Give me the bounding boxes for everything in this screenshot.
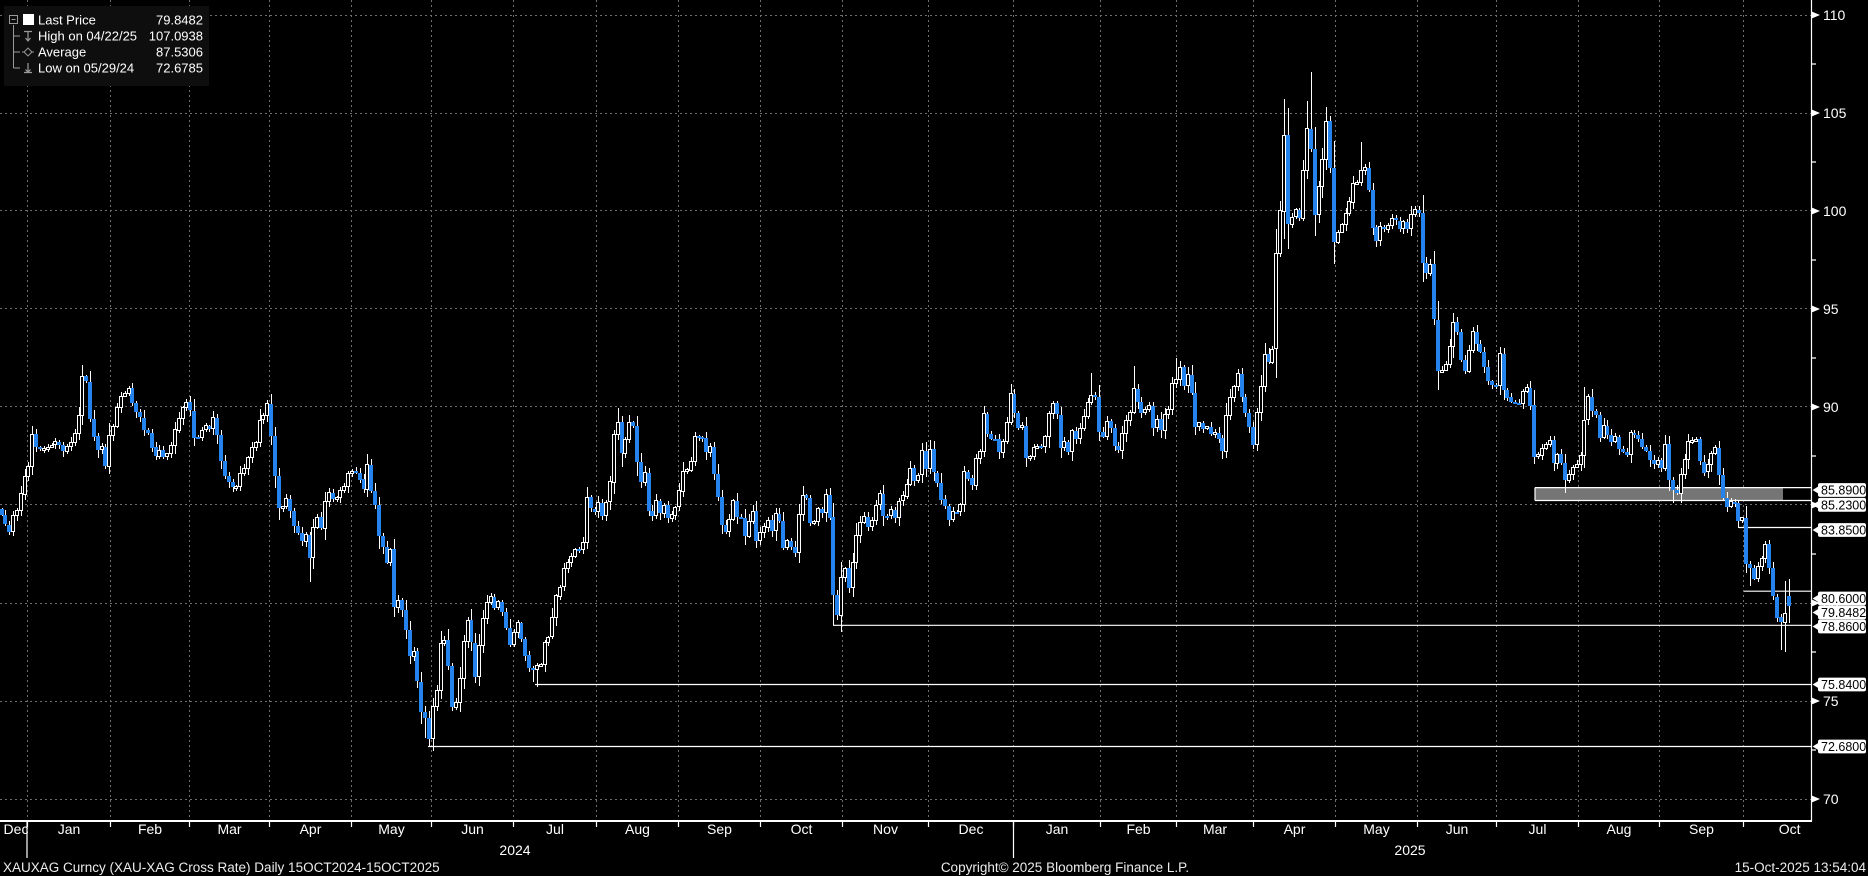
svg-text:Feb: Feb bbox=[1126, 821, 1150, 837]
svg-text:Nov: Nov bbox=[873, 821, 898, 837]
svg-text:Dec: Dec bbox=[959, 821, 984, 837]
svg-text:Jun: Jun bbox=[461, 821, 484, 837]
svg-text:Jul: Jul bbox=[1529, 821, 1547, 837]
svg-text:79.8482: 79.8482 bbox=[156, 13, 203, 28]
svg-text:Jul: Jul bbox=[546, 821, 564, 837]
svg-text:Aug: Aug bbox=[625, 821, 650, 837]
svg-text:Sep: Sep bbox=[1689, 821, 1714, 837]
svg-text:Average: Average bbox=[38, 45, 86, 60]
svg-text:90: 90 bbox=[1823, 399, 1839, 415]
svg-text:80.6000: 80.6000 bbox=[1821, 592, 1866, 606]
svg-text:Sep: Sep bbox=[707, 821, 732, 837]
svg-text:78.8600: 78.8600 bbox=[1821, 620, 1866, 634]
svg-text:High on 04/22/25: High on 04/22/25 bbox=[38, 29, 137, 44]
svg-text:Copyright© 2025 Bloomberg Fina: Copyright© 2025 Bloomberg Finance L.P. bbox=[941, 860, 1189, 875]
svg-text:May: May bbox=[378, 821, 404, 837]
svg-text:Mar: Mar bbox=[1203, 821, 1227, 837]
svg-text:Mar: Mar bbox=[217, 821, 241, 837]
svg-text:105: 105 bbox=[1823, 105, 1847, 121]
svg-text:107.0938: 107.0938 bbox=[149, 29, 203, 44]
svg-text:100: 100 bbox=[1823, 203, 1847, 219]
svg-text:15-Oct-2025 13:54:04: 15-Oct-2025 13:54:04 bbox=[1735, 860, 1867, 875]
svg-text:79.8482: 79.8482 bbox=[1821, 606, 1866, 620]
svg-text:Oct: Oct bbox=[1779, 821, 1801, 837]
svg-text:70: 70 bbox=[1823, 791, 1839, 807]
svg-text:2025: 2025 bbox=[1394, 842, 1425, 858]
svg-text:72.6800: 72.6800 bbox=[1821, 740, 1866, 754]
svg-text:Apr: Apr bbox=[300, 821, 322, 837]
svg-text:75.8400: 75.8400 bbox=[1821, 678, 1866, 692]
svg-text:Feb: Feb bbox=[138, 821, 162, 837]
svg-text:Dec: Dec bbox=[4, 821, 29, 837]
svg-text:Jan: Jan bbox=[58, 821, 81, 837]
svg-text:Low on 05/29/24: Low on 05/29/24 bbox=[38, 61, 134, 76]
svg-text:Last Price: Last Price bbox=[38, 13, 96, 28]
svg-text:95: 95 bbox=[1823, 301, 1839, 317]
svg-text:87.5306: 87.5306 bbox=[156, 45, 203, 60]
svg-text:72.6785: 72.6785 bbox=[156, 61, 203, 76]
svg-text:Aug: Aug bbox=[1607, 821, 1632, 837]
svg-text:85.8900: 85.8900 bbox=[1821, 484, 1866, 498]
svg-text:75: 75 bbox=[1823, 693, 1839, 709]
svg-text:May: May bbox=[1363, 821, 1389, 837]
svg-text:Jan: Jan bbox=[1046, 821, 1069, 837]
svg-text:Jun: Jun bbox=[1446, 821, 1469, 837]
svg-text:2024: 2024 bbox=[499, 842, 530, 858]
svg-text:Apr: Apr bbox=[1284, 821, 1306, 837]
svg-text:85.2300: 85.2300 bbox=[1821, 498, 1866, 512]
svg-text:83.8500: 83.8500 bbox=[1821, 524, 1866, 538]
svg-text:Oct: Oct bbox=[791, 821, 813, 837]
svg-text:XAUXAG Curncy (XAU-XAG Cross R: XAUXAG Curncy (XAU-XAG Cross Rate) Daily… bbox=[3, 860, 440, 875]
svg-text:110: 110 bbox=[1823, 7, 1846, 23]
